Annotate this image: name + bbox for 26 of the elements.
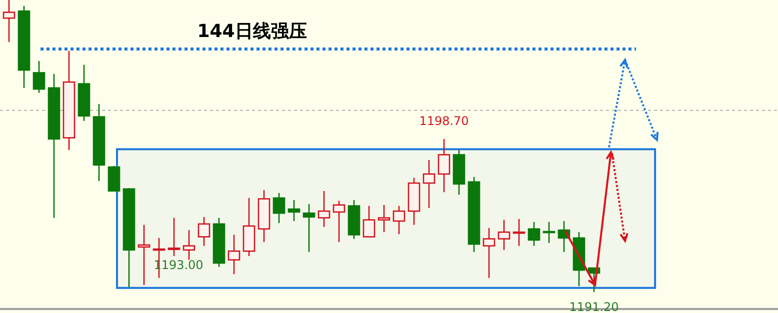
candlestick bbox=[528, 221, 540, 247]
candlestick bbox=[438, 138, 450, 193]
candlestick bbox=[362, 205, 376, 238]
candlestick bbox=[332, 200, 346, 243]
candlestick bbox=[542, 221, 556, 244]
candlestick bbox=[108, 165, 120, 192]
candlestick bbox=[288, 199, 300, 222]
annotation: 1198.70 bbox=[419, 114, 469, 128]
candlestick bbox=[182, 229, 196, 261]
candlestick bbox=[2, 0, 16, 43]
candlestick bbox=[272, 192, 286, 224]
candlestick bbox=[168, 217, 180, 257]
candlestick bbox=[378, 204, 390, 233]
candlestick bbox=[32, 60, 46, 94]
candlestick bbox=[228, 234, 240, 275]
text: 1191.20 bbox=[569, 300, 619, 313]
candlestick bbox=[422, 159, 436, 209]
ref-line-label: 144日线强压 bbox=[197, 21, 307, 42]
candlestick bbox=[138, 224, 150, 286]
candlestick bbox=[392, 205, 406, 235]
candlestick bbox=[482, 227, 496, 279]
candlestick bbox=[318, 190, 330, 228]
candlestick bbox=[498, 219, 510, 251]
candlestick bbox=[302, 203, 316, 253]
candlestick bbox=[198, 216, 210, 247]
candlestick bbox=[512, 218, 526, 247]
